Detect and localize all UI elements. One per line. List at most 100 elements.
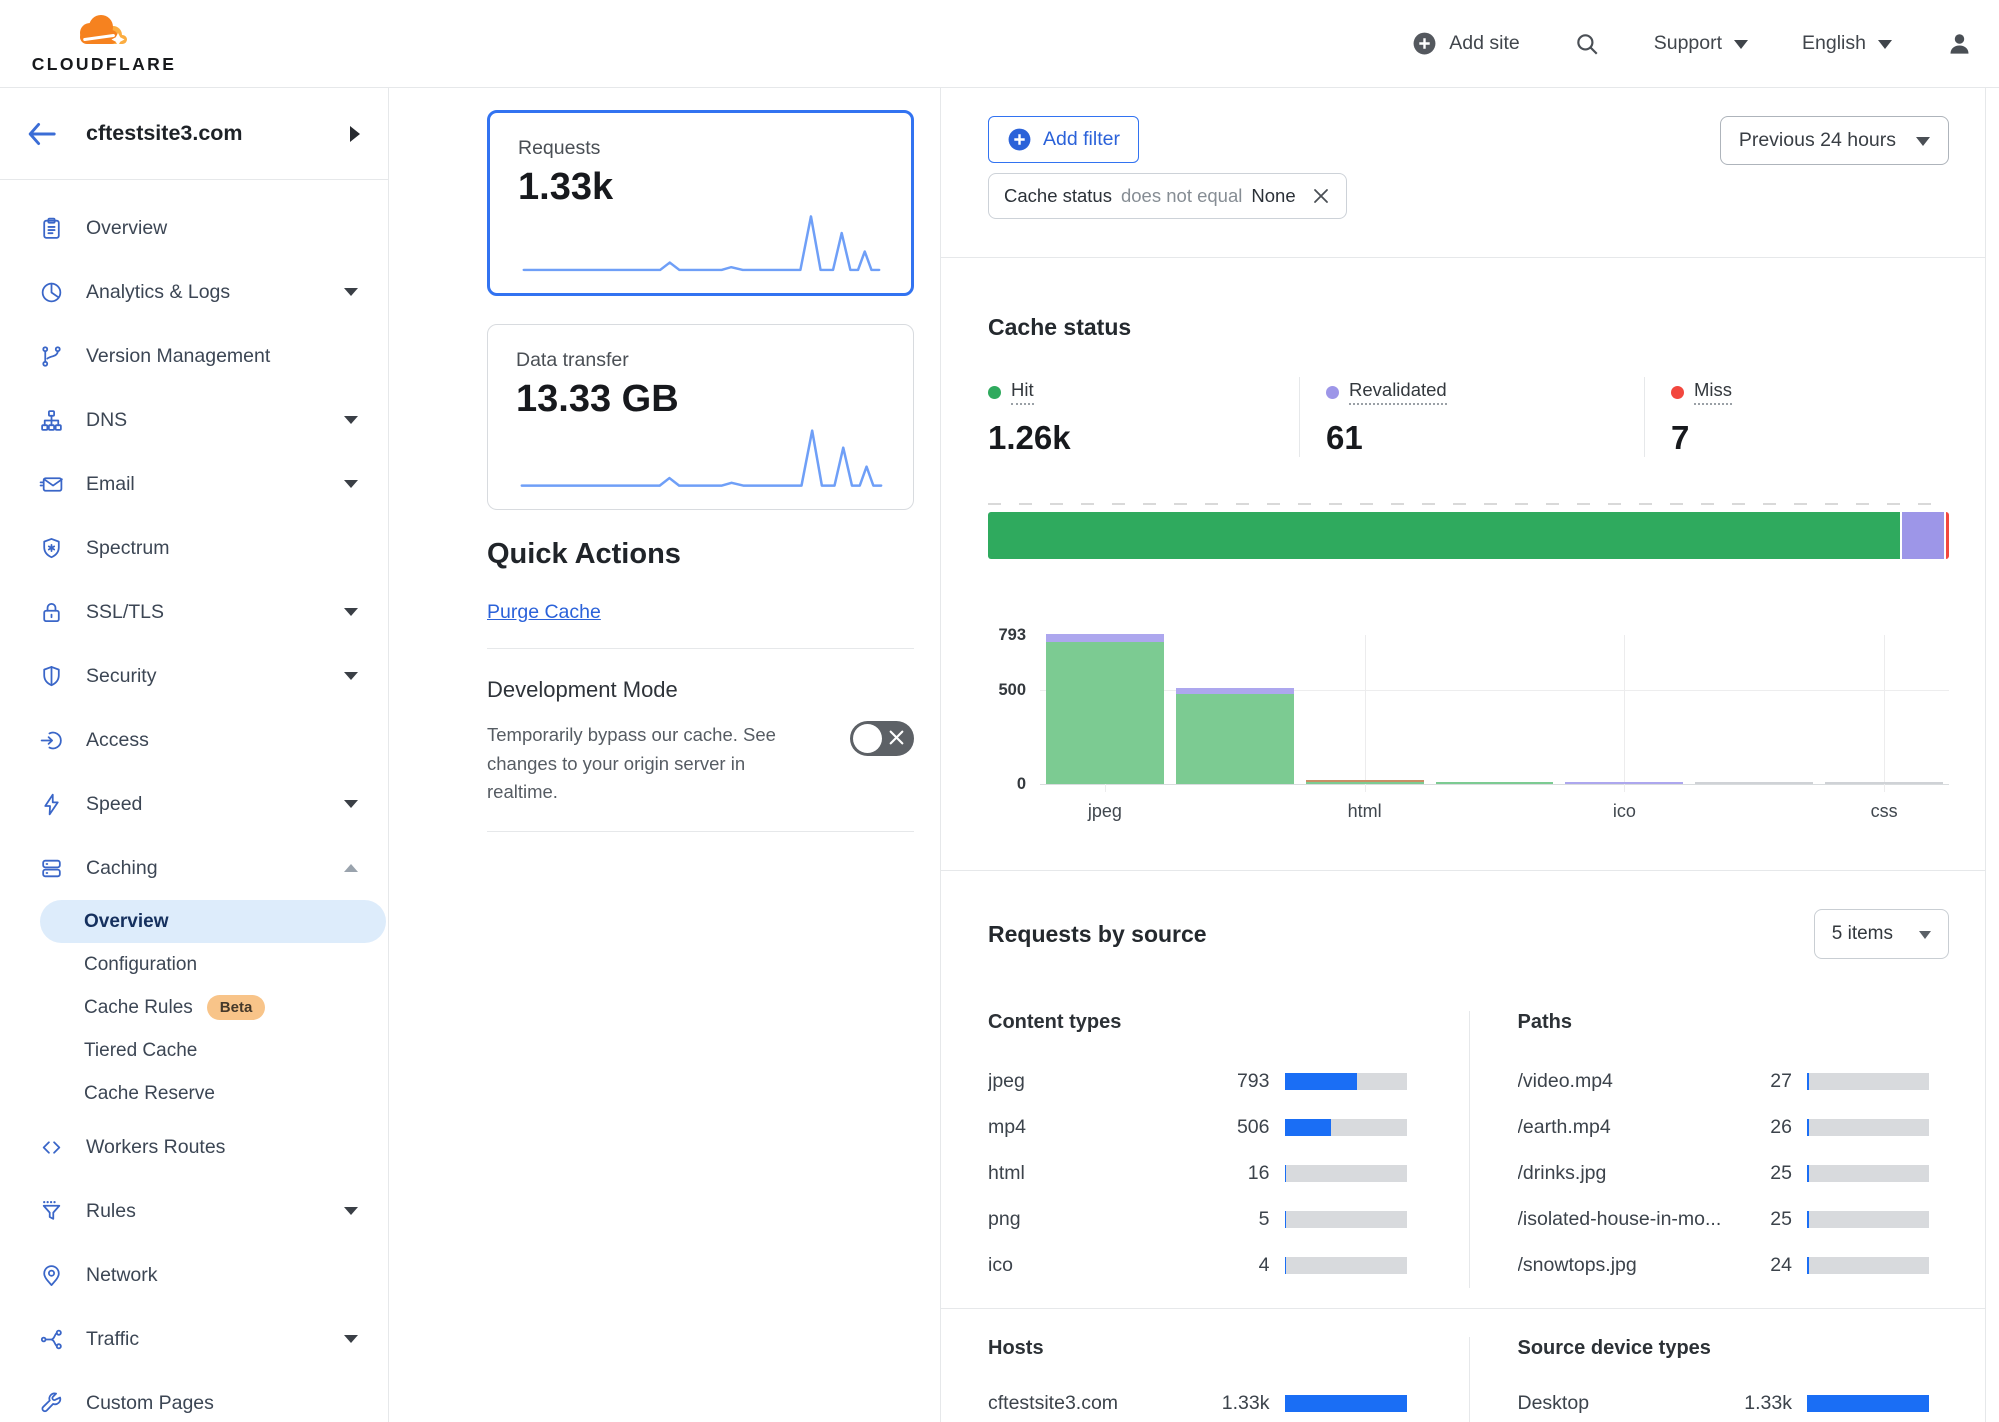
cloudflare-logo[interactable]: CLOUDFLARE: [24, 13, 184, 75]
stacked-bar[interactable]: [1435, 782, 1554, 784]
chevron-down-icon: [344, 608, 358, 616]
back-arrow-icon[interactable]: [26, 122, 56, 146]
sidebar-item-label: Email: [86, 472, 135, 495]
row-bar-track: [1284, 1256, 1407, 1274]
sidebar-item-speed[interactable]: Speed: [0, 772, 388, 836]
legend-dot-icon: [1671, 385, 1684, 399]
sidebar-item-label: Spectrum: [86, 536, 170, 559]
data-transfer-card[interactable]: Data transfer 13.33 GB: [487, 324, 914, 510]
row-label: /video.mp4: [1517, 1069, 1613, 1092]
search-button[interactable]: [1574, 31, 1600, 57]
development-mode-toggle[interactable]: [850, 721, 914, 756]
requests-card[interactable]: Requests 1.33k: [487, 110, 914, 296]
sidebar-item-email[interactable]: Email: [0, 452, 388, 516]
sidebar-item-network[interactable]: Network: [0, 1243, 388, 1307]
sidebar-subitem-configuration[interactable]: Configuration: [84, 953, 198, 975]
time-range-select[interactable]: Previous 24 hours: [1719, 116, 1949, 165]
sidebar-item-access[interactable]: Access: [0, 708, 388, 772]
filter-operator: does not equal: [1120, 185, 1243, 206]
add-filter-button[interactable]: Add filter: [988, 116, 1139, 163]
stacked-bar[interactable]: [1175, 688, 1294, 784]
development-mode-title: Development Mode: [487, 677, 678, 702]
sidebar-item-analytics-logs[interactable]: Analytics & Logs: [0, 260, 388, 324]
row-bar-track: [1807, 1072, 1929, 1090]
row-bar-track: [1807, 1394, 1929, 1412]
access-icon: [40, 731, 62, 749]
sidebar-item-spectrum[interactable]: Spectrum: [0, 516, 388, 580]
bar-slot-unlabeled: [1695, 635, 1814, 784]
table-row: png 5: [988, 1196, 1407, 1242]
items-count-select[interactable]: 5 items: [1813, 909, 1949, 959]
sidebar-item-ssl-tls[interactable]: SSL/TLS: [0, 580, 388, 644]
row-bar-fill: [1284, 1164, 1286, 1182]
sidebar-item-rules[interactable]: Rules: [0, 1179, 388, 1243]
sidebar-subitem-tiered-cache[interactable]: Tiered Cache: [84, 1039, 198, 1061]
stat-label[interactable]: Revalidated: [1349, 379, 1447, 405]
stacked-bar[interactable]: [1695, 782, 1814, 784]
sidebar-item-version-management[interactable]: Version Management: [0, 324, 388, 388]
row-value: 793: [1236, 1069, 1270, 1092]
chevron-up-icon: [344, 864, 358, 872]
site-switcher-chevron-icon[interactable]: [350, 125, 360, 142]
stacked-bar[interactable]: [1305, 780, 1424, 784]
sidebar-item-overview[interactable]: Overview: [0, 196, 388, 260]
dns-icon: [40, 409, 62, 431]
stat-label[interactable]: Miss: [1694, 379, 1733, 405]
source-tables-top: Content types jpeg 793 mp4 506 html 16 p…: [988, 1011, 1949, 1288]
stat-value: 61: [1326, 419, 1363, 456]
filter-chip[interactable]: Cache status does not equal None: [988, 173, 1347, 219]
sidebar-item-custom-pages[interactable]: Custom Pages: [0, 1371, 388, 1422]
security-icon: [42, 665, 60, 686]
sidebar-item-caching[interactable]: Caching: [0, 836, 388, 900]
chevron-down-icon: [344, 672, 358, 680]
table-row: mp4 506: [988, 1104, 1407, 1150]
sidebar-item-label: SSL/TLS: [86, 600, 165, 623]
x-axis-labels: jpeg html ico css: [1040, 801, 1949, 822]
stacked-bar[interactable]: [1825, 782, 1944, 784]
beta-badge: Beta: [206, 995, 266, 1020]
sidebar-item-workers-routes[interactable]: Workers Routes: [0, 1115, 388, 1179]
card-label: Requests: [518, 137, 601, 159]
sidebar-item-traffic[interactable]: Traffic: [0, 1307, 388, 1371]
table-row: /snowtops.jpg 24: [1518, 1242, 1929, 1288]
sidebar-item-label: Rules: [86, 1199, 136, 1222]
stacked-bar[interactable]: [1565, 782, 1684, 784]
sidebar-subitem-overview[interactable]: Overview: [40, 900, 386, 943]
row-label: html: [988, 1161, 1025, 1184]
cache-status-title: Cache status: [988, 314, 1132, 340]
sidebar-item-dns[interactable]: DNS: [0, 388, 388, 452]
plus-circle-icon: [1413, 32, 1436, 55]
sidebar-subitem-cache-reserve[interactable]: Cache Reserve: [84, 1082, 215, 1104]
row-value: 1.33k: [1744, 1391, 1792, 1414]
divider: [487, 648, 914, 649]
chevron-down-icon: [344, 800, 358, 808]
sidebar-subitem-cache-rules[interactable]: Cache Rules Beta: [0, 986, 388, 1029]
table-row: /video.mp4 27: [1517, 1058, 1929, 1104]
row-bar-track: [1284, 1072, 1407, 1090]
row-bar-fill: [1284, 1394, 1407, 1412]
purge-cache-link[interactable]: Purge Cache: [487, 601, 601, 623]
chevron-down-icon: [1916, 137, 1930, 146]
network-icon: [42, 1264, 60, 1286]
chevron-down-icon: [344, 416, 358, 424]
sidebar-item-security[interactable]: Security: [0, 644, 388, 708]
sidebar-item-label: Custom Pages: [86, 1391, 214, 1414]
stacked-segment-miss: [1943, 512, 1949, 559]
support-menu[interactable]: Support: [1654, 32, 1749, 55]
row-bar-track: [1807, 1256, 1929, 1274]
sidebar-item-label: Analytics & Logs: [86, 280, 231, 303]
add-site-button[interactable]: Add site: [1412, 31, 1520, 56]
chart-plot-area: [1040, 634, 1949, 792]
remove-filter-button[interactable]: [1311, 186, 1331, 206]
row-label: /drinks.jpg: [1517, 1161, 1607, 1184]
summary-column: Requests 1.33k Data transfer 13.33 GB Qu…: [389, 88, 941, 1422]
row-bar-track: [1284, 1210, 1407, 1228]
account-menu[interactable]: [1946, 30, 1973, 57]
stacked-bar[interactable]: [1046, 634, 1164, 784]
language-menu[interactable]: English: [1802, 32, 1892, 55]
stat-label[interactable]: Hit: [1011, 379, 1034, 405]
bar-slot-html: [1305, 635, 1424, 784]
user-icon: [1950, 34, 1969, 54]
bar-segment: [1565, 782, 1684, 784]
cloudflare-cloud-icon: [80, 14, 127, 46]
